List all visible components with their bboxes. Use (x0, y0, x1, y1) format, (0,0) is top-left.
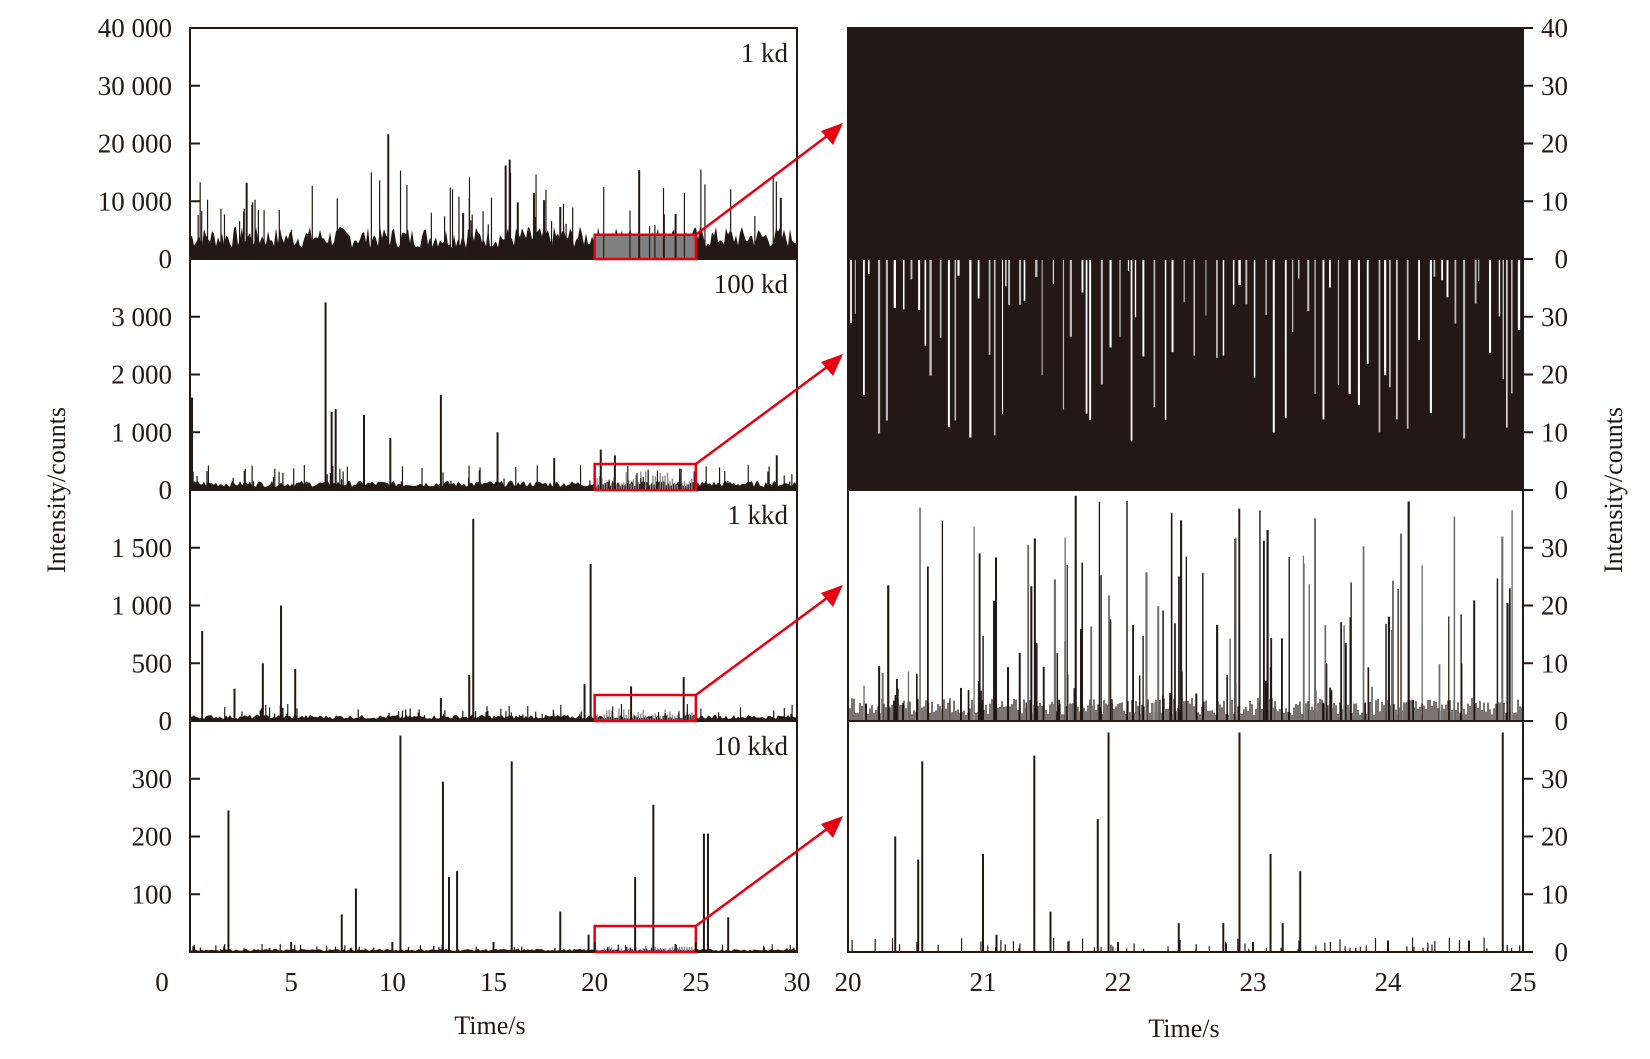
right-y-tick-label: 0 (1555, 937, 1569, 967)
dense-trace (848, 259, 1523, 490)
arrow-head-4 (821, 816, 843, 838)
right-y-tick-label: 20 (1541, 591, 1568, 621)
panel-label-3: 1 kkd (727, 500, 788, 530)
x-tick-label: 25 (682, 967, 709, 997)
right-y-tick-label: 30 (1541, 533, 1568, 563)
left-x-axis-label: Time/s (454, 1011, 525, 1040)
right-panel-frame-4 (847, 720, 1524, 953)
panel-labels: 1 kd 100 kd 1 kkd 10 kkd (714, 38, 789, 761)
right-x-axis-label: Time/s (1148, 1014, 1219, 1043)
y-tick-label: 500 (132, 648, 173, 678)
trace-noise-1 (190, 226, 797, 259)
y-tick-label: 0 (159, 475, 173, 505)
highlight-box-3 (593, 693, 698, 723)
x-tick-label: 30 (784, 967, 811, 997)
right-y-axis-label: Intensity/counts (1599, 407, 1628, 573)
arrow-head-2 (821, 354, 843, 376)
zoom-arrow-3 (695, 593, 832, 697)
right-y-tick-label: 10 (1541, 648, 1568, 678)
highlight-box-1 (593, 233, 698, 261)
y-tick-label: 20 000 (98, 129, 172, 159)
right-x-tick-label: 25 (1510, 967, 1537, 997)
right-y-tick-label: 30 (1541, 71, 1568, 101)
left-panel-traces (189, 134, 797, 952)
x-tick-label: 15 (480, 967, 507, 997)
zoom-arrows (695, 123, 843, 928)
zoom-arrow-4 (695, 824, 832, 928)
right-y-tick-label: 30 (1541, 302, 1568, 332)
saturated-trace (848, 28, 1523, 259)
y-tick-label: 100 (132, 879, 173, 909)
right-y-tick-label: 10 (1541, 879, 1568, 909)
panel-label-4: 10 kkd (714, 731, 789, 761)
y-tick-label: 2 000 (111, 360, 172, 390)
arrow-head-3 (821, 585, 843, 607)
right-y-tick-label: 10 (1541, 186, 1568, 216)
panel-label-2: 100 kd (714, 269, 789, 299)
highlight-box-4 (593, 924, 698, 954)
arrow-head-1 (821, 123, 843, 145)
right-y-tick-label: 0 (1555, 706, 1569, 736)
zoom-arrow-2 (695, 362, 832, 466)
y-tick-label: 30 000 (98, 71, 172, 101)
y-tick-label: 40 000 (98, 13, 172, 43)
y-tick-label: 300 (132, 764, 173, 794)
right-y-tick-label: 30 (1541, 764, 1568, 794)
right-x-tick-label: 22 (1105, 967, 1132, 997)
right-y-tick-label: 40 (1541, 13, 1568, 43)
right-panel-traces (847, 28, 1523, 952)
y-tick-label: 1 500 (111, 533, 172, 563)
right-y-tick-label: 20 (1541, 822, 1568, 852)
y-tick-label: 10 000 (98, 186, 172, 216)
right-x-tick-label: 20 (835, 967, 862, 997)
y-tick-label: 200 (132, 822, 173, 852)
left-panel-frame-1 (189, 27, 798, 260)
highlight-box-2 (593, 462, 698, 492)
panel-label-1: 1 kd (741, 38, 789, 68)
right-x-tick-label: 21 (970, 967, 997, 997)
y-tick-label: 1 000 (111, 591, 172, 621)
y-tick-label: 3 000 (111, 302, 172, 332)
y-tick-label: 0 (159, 244, 173, 274)
right-y-tick-label: 20 (1541, 129, 1568, 159)
right-y-tick-label: 0 (1555, 475, 1569, 505)
zoomed-region-fill (594, 234, 696, 259)
right-y-tick-label: 10 (1541, 417, 1568, 447)
x-tick-label: 10 (379, 967, 406, 997)
x-tick-label: 20 (581, 967, 608, 997)
right-x-tick-label: 24 (1375, 967, 1403, 997)
x-tick-label: 5 (284, 967, 298, 997)
y-tick-label: 0 (159, 706, 173, 736)
zoom-arrow-1 (695, 132, 832, 236)
right-y-tick-label: 20 (1541, 360, 1568, 390)
x-tick-label: 0 (155, 967, 169, 997)
y-tick-label: 1 000 (111, 417, 172, 447)
highlight-boxes (593, 233, 698, 954)
right-x-tick-label: 23 (1240, 967, 1267, 997)
right-y-tick-label: 0 (1555, 244, 1569, 274)
left-y-axis-label: Intensity/counts (42, 407, 71, 573)
